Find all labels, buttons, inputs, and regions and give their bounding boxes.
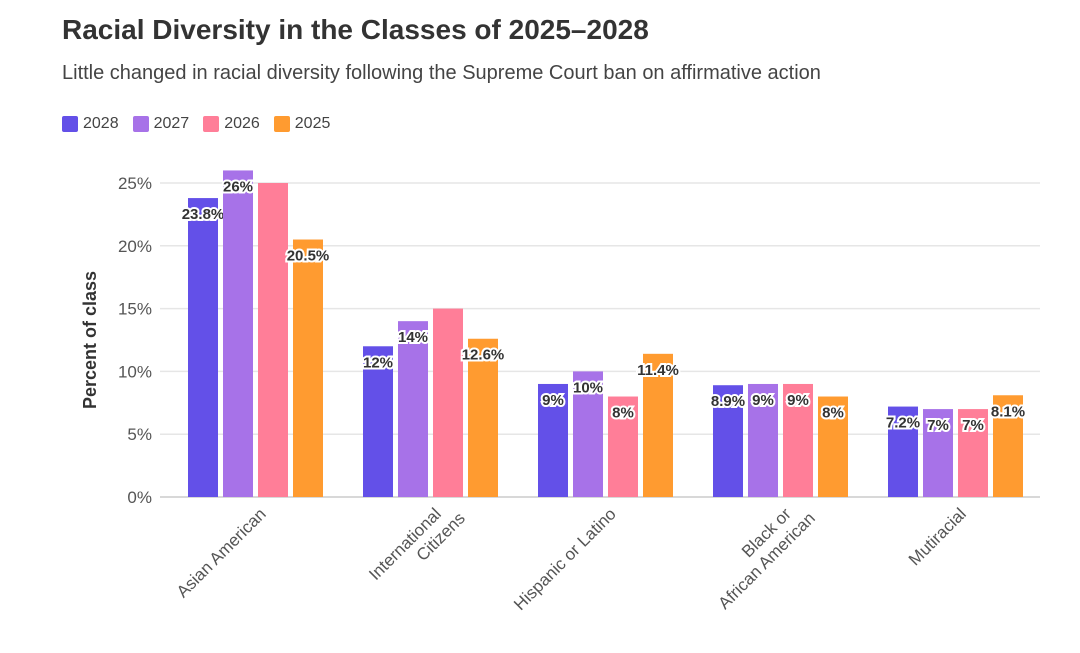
bar-2025[interactable] [643, 353, 673, 497]
data-label: 12% [363, 354, 393, 371]
legend-swatch [132, 116, 149, 132]
legend-label: 2028 [83, 115, 119, 132]
data-label: 8% [612, 405, 634, 422]
bar-2028[interactable] [713, 385, 743, 497]
data-label: 9% [752, 392, 774, 409]
x-tick-label: Black orAfrican American [700, 494, 818, 612]
data-label: 8.1% [991, 403, 1025, 420]
data-label: 11.4% [637, 362, 679, 379]
bar-2026[interactable] [958, 409, 988, 497]
bar-2026[interactable] [783, 383, 813, 497]
data-label: 7.2% [886, 415, 920, 432]
legend-item-2025[interactable]: 2025 [273, 115, 331, 133]
data-label: 26% [223, 178, 253, 195]
bar-2026[interactable] [258, 183, 288, 497]
legend-label: 2026 [224, 115, 260, 132]
legend-label: 2027 [153, 115, 190, 132]
y-tick-label: 20% [118, 237, 152, 256]
x-tick-label: Hispanic or Latino [510, 504, 620, 614]
data-label: 8% [822, 405, 844, 422]
x-tick-label: Mutiracial [905, 504, 970, 569]
legend-swatch [273, 116, 290, 132]
data-label: 9% [787, 392, 809, 409]
bar-2027[interactable] [223, 170, 253, 497]
legend: 2028 2027 2026 2025 [62, 115, 330, 133]
y-tick-label: 15% [118, 300, 152, 319]
bar-2027[interactable] [748, 383, 778, 497]
bar-2028[interactable] [538, 383, 568, 497]
chart-subtitle: Little changed in racial diversity follo… [62, 62, 821, 84]
y-tick-label: 10% [118, 362, 152, 381]
y-axis-label: Percent of class [80, 271, 100, 409]
legend-swatch [203, 116, 220, 132]
bar-2027[interactable] [398, 321, 428, 497]
data-label: 14% [398, 329, 428, 346]
data-label: 8.9% [711, 393, 745, 410]
bar-2025[interactable] [468, 338, 498, 497]
bar-2027[interactable] [923, 409, 953, 497]
bar-2026[interactable] [433, 308, 463, 497]
bar-2028[interactable] [188, 198, 218, 497]
data-label: 10% [573, 379, 603, 396]
y-tick-label: 25% [118, 174, 152, 193]
data-label: 20.5% [287, 248, 330, 265]
data-label: 9% [542, 392, 564, 409]
data-label: 12.6% [462, 347, 505, 364]
data-label: 23.8% [182, 206, 225, 223]
legend-item-2028[interactable]: 2028 [62, 115, 119, 133]
legend-item-2026[interactable]: 2026 [203, 115, 260, 133]
bar-2028[interactable] [363, 346, 393, 497]
bar-2025[interactable] [818, 396, 848, 497]
x-tick-label: InternationalCitizens [365, 494, 469, 598]
bar-2025[interactable] [293, 239, 323, 497]
y-tick-label: 0% [127, 488, 152, 507]
bar-2028[interactable] [888, 406, 918, 497]
legend-item-2027[interactable]: 2027 [132, 115, 190, 133]
legend-swatch [62, 116, 78, 132]
x-tick-label: Asian American [173, 504, 270, 601]
bar-2026[interactable] [608, 396, 638, 497]
legend-label: 2025 [294, 115, 331, 132]
chart-title: Racial Diversity in the Classes of 2025–… [62, 14, 649, 45]
data-label: 7% [962, 417, 984, 434]
bar-2025[interactable] [993, 395, 1023, 497]
data-label: 7% [927, 417, 949, 434]
y-tick-label: 5% [127, 425, 152, 444]
bar-2027[interactable] [573, 371, 603, 497]
